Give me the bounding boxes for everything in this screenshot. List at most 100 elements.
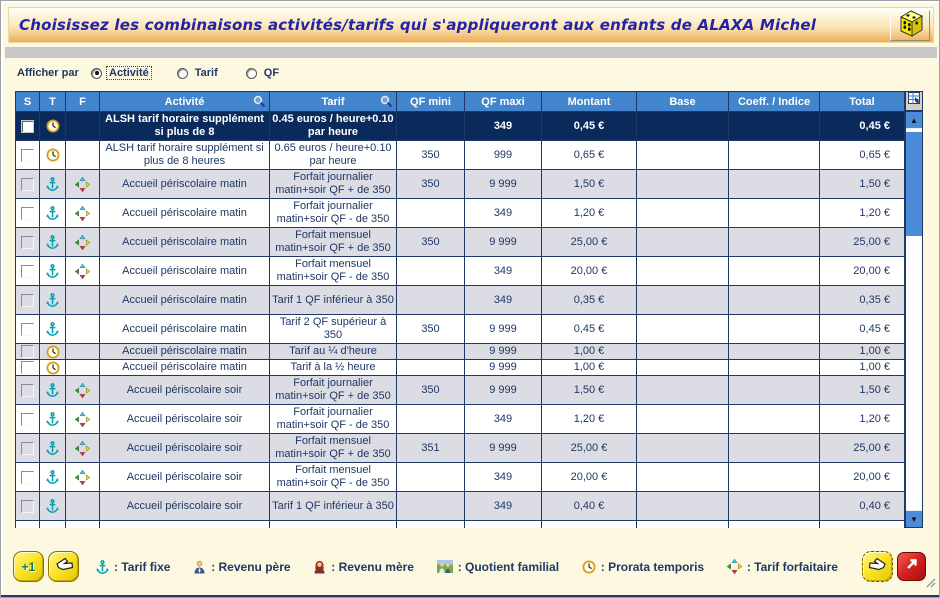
row-checkbox[interactable]: [21, 470, 34, 484]
forfait-flag-cell: [66, 170, 100, 199]
table-row[interactable]: ALSH tarif horaire supplément si plus de…: [16, 112, 905, 141]
coeff-indice-cell: [729, 170, 820, 199]
table-row[interactable]: Accueil périscolaire soir Forfait mensuel…: [16, 463, 905, 492]
glove-button[interactable]: [48, 551, 79, 582]
row-checkbox[interactable]: [21, 235, 34, 249]
anchor-icon: [46, 322, 59, 336]
row-checkbox[interactable]: [21, 264, 34, 278]
dice-button[interactable]: [890, 10, 930, 41]
column-header-total[interactable]: Total: [820, 92, 905, 112]
select-cell: [16, 286, 40, 315]
table-row[interactable]: Accueil périscolaire matin Tarif 1 QF inf…: [16, 286, 905, 315]
base-cell: [637, 360, 729, 376]
column-header-coeff-indice[interactable]: Coeff. / Indice: [729, 92, 820, 112]
radio-button-qf[interactable]: [245, 67, 257, 79]
row-checkbox[interactable]: [21, 322, 34, 336]
tarif-type-cell: [40, 228, 66, 257]
clock-icon: [46, 148, 60, 162]
empty-cell: [820, 521, 905, 528]
row-checkbox[interactable]: [21, 499, 34, 513]
column-header-tarif[interactable]: Tarif: [270, 92, 397, 112]
radio-activite[interactable]: Activité: [91, 66, 152, 80]
table-row[interactable]: Accueil périscolaire matin Forfait mensue…: [16, 257, 905, 286]
empty-cell: [66, 521, 100, 528]
four-arrows-icon: [74, 263, 91, 279]
tarif-cell: Forfait mensuel matin+soir QF - de 350: [270, 257, 397, 286]
row-checkbox[interactable]: [21, 293, 34, 307]
row-checkbox[interactable]: [21, 345, 34, 358]
table-row[interactable]: Accueil périscolaire matin Forfait journa…: [16, 170, 905, 199]
resize-grip[interactable]: [924, 575, 937, 593]
montant-cell: 20,00 €: [542, 257, 637, 286]
base-cell: [637, 257, 729, 286]
row-checkbox[interactable]: [21, 361, 34, 374]
row-checkbox[interactable]: [21, 206, 34, 220]
total-cell: 20,00 €: [820, 257, 905, 286]
row-checkbox[interactable]: [21, 383, 34, 397]
column-header-t[interactable]: T: [40, 92, 66, 112]
base-cell: [637, 112, 729, 141]
radio-button-activite[interactable]: [91, 67, 102, 79]
table-row[interactable]: Accueil périscolaire soir Forfait mensuel…: [16, 434, 905, 463]
radio-qf[interactable]: QF: [245, 67, 281, 79]
table-row[interactable]: ALSH tarif horaire supplément si plus de…: [16, 141, 905, 170]
column-header-base[interactable]: Base: [637, 92, 729, 112]
row-checkbox[interactable]: [21, 177, 34, 191]
table-row[interactable]: Accueil périscolaire matin Forfait journa…: [16, 199, 905, 228]
activite-cell: Accueil périscolaire matin: [100, 199, 270, 228]
search-icon[interactable]: [380, 95, 393, 108]
activite-cell: Accueil périscolaire soir: [100, 376, 270, 405]
forfait-flag-cell: [66, 228, 100, 257]
radio-button-tarif[interactable]: [176, 67, 188, 79]
exit-button[interactable]: [897, 552, 926, 581]
total-cell: 0,65 €: [820, 141, 905, 170]
table-row[interactable]: Accueil périscolaire matin Tarif au ¼ d'h…: [16, 344, 905, 360]
table-row[interactable]: Accueil périscolaire matin Tarif à la ½ h…: [16, 360, 905, 376]
activite-cell: Accueil périscolaire matin: [100, 360, 270, 376]
coeff-indice-cell: [729, 315, 820, 344]
base-cell: [637, 344, 729, 360]
table-row[interactable]: Accueil périscolaire soir Tarif 1 QF infé…: [16, 492, 905, 521]
activite-cell: Accueil périscolaire matin: [100, 315, 270, 344]
activite-cell: ALSH tarif horaire supplément si plus de…: [100, 112, 270, 141]
column-header-label: S: [23, 95, 32, 108]
row-checkbox[interactable]: [21, 119, 34, 133]
anchor-icon: [46, 264, 59, 278]
tarif-type-cell: [40, 376, 66, 405]
vertical-scrollbar[interactable]: ▲ ▼: [905, 111, 923, 528]
tarif-cell: Tarif 1 QF inférieur à 350: [270, 286, 397, 315]
table-row[interactable]: Accueil périscolaire matin Forfait mensue…: [16, 228, 905, 257]
column-header-montant[interactable]: Montant: [542, 92, 637, 112]
scrollbar-thumb[interactable]: [906, 132, 922, 236]
montant-cell: 0,65 €: [542, 141, 637, 170]
select-cell: [16, 315, 40, 344]
row-checkbox[interactable]: [21, 148, 34, 162]
column-header-f[interactable]: F: [66, 92, 100, 112]
search-icon[interactable]: [253, 95, 266, 108]
radio-tarif[interactable]: Tarif: [176, 67, 220, 79]
qf-mini-cell: 350: [397, 376, 465, 405]
legend-revenu-mere: : Revenu mère: [313, 560, 414, 574]
table-row[interactable]: Accueil périscolaire soir Forfait journal…: [16, 405, 905, 434]
activite-cell: Accueil périscolaire soir: [100, 463, 270, 492]
qf-maxi-cell: 9 999: [465, 376, 542, 405]
row-checkbox[interactable]: [21, 412, 34, 426]
validate-button[interactable]: [862, 551, 893, 582]
scroll-down-button[interactable]: ▼: [906, 510, 922, 527]
row-checkbox[interactable]: [21, 441, 34, 455]
table-row[interactable]: Accueil périscolaire matin Tarif 2 QF sup…: [16, 315, 905, 344]
anchor-icon: [46, 206, 59, 220]
scroll-up-button[interactable]: ▲: [906, 112, 922, 129]
table-row[interactable]: Accueil périscolaire soir Forfait journal…: [16, 376, 905, 405]
add-one-button[interactable]: +1: [13, 551, 44, 582]
clock-icon: [46, 361, 60, 375]
column-header-qf-maxi[interactable]: QF maxi: [465, 92, 542, 112]
column-header-s[interactable]: S: [16, 92, 40, 112]
column-header-qf-mini[interactable]: QF mini: [397, 92, 465, 112]
column-header-activit[interactable]: Activité: [100, 92, 270, 112]
forfait-flag-cell: [66, 344, 100, 360]
coeff-indice-cell: [729, 492, 820, 521]
pointing-hand-icon: [868, 556, 888, 578]
grid-edit-button[interactable]: [905, 91, 923, 111]
